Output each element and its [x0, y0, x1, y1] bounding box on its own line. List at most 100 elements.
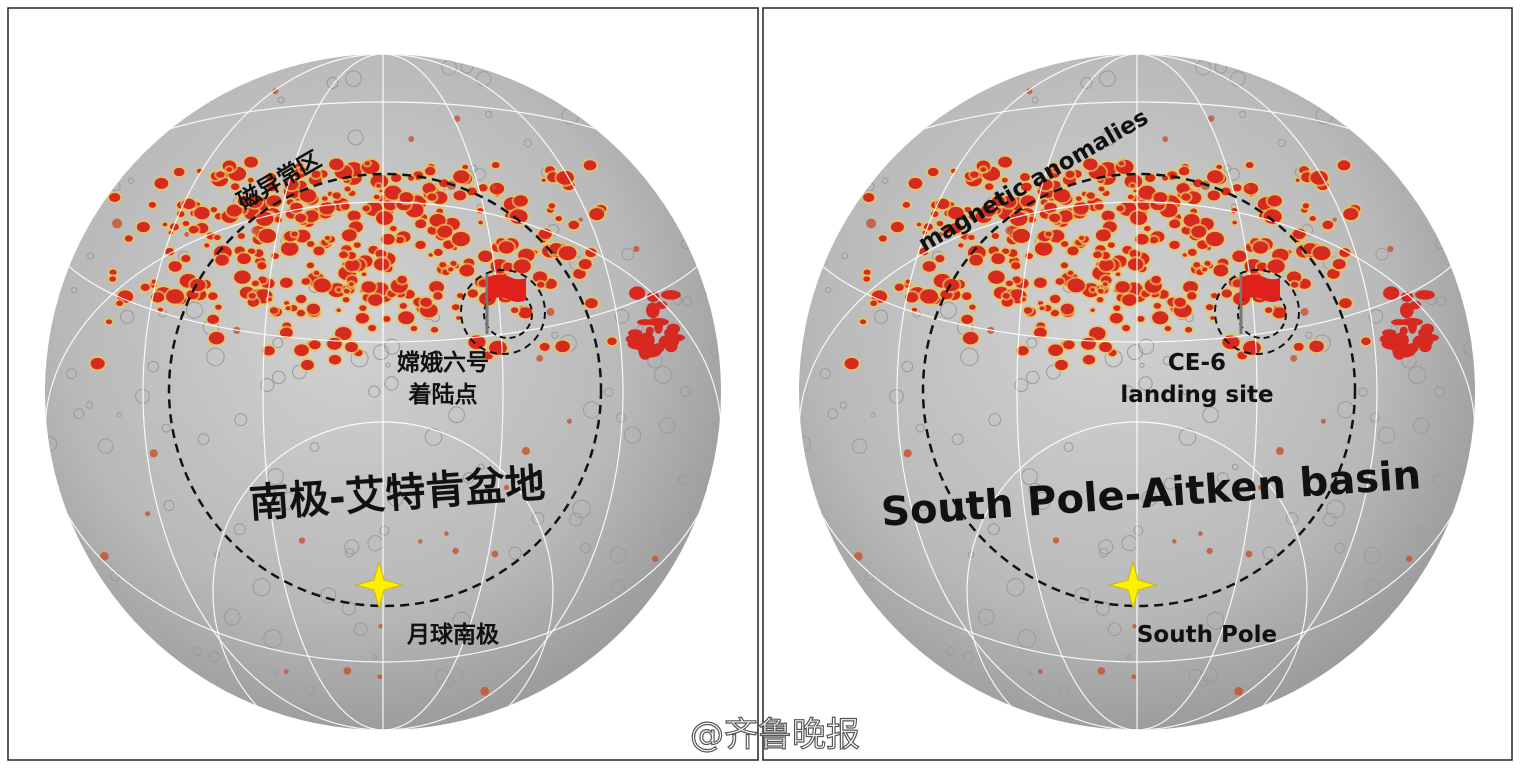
crater: [73, 408, 85, 420]
anomaly: [1129, 249, 1141, 259]
anomaly: [313, 278, 331, 293]
crater: [508, 546, 522, 560]
crater: [1162, 355, 1173, 366]
crater: [988, 413, 1002, 427]
crater: [1262, 546, 1276, 560]
anomaly: [428, 253, 434, 257]
anomaly: [395, 236, 405, 244]
anomaly-speck: [377, 674, 383, 680]
anomaly: [589, 208, 605, 221]
crater: [347, 129, 364, 146]
crater: [1206, 611, 1225, 630]
anomaly: [353, 242, 361, 248]
anomaly: [1130, 211, 1148, 225]
crater: [1415, 526, 1422, 533]
crater: [1285, 512, 1299, 525]
anomaly: [573, 268, 586, 279]
anomaly: [998, 156, 1013, 168]
anomaly: [1207, 170, 1224, 184]
anomaly: [1044, 202, 1057, 213]
anomaly: [1400, 291, 1414, 303]
crater: [267, 468, 284, 485]
anomaly: [190, 278, 206, 292]
graticule: [799, 101, 1475, 343]
anomaly: [168, 261, 182, 272]
anomaly: [1145, 173, 1156, 183]
anomaly-speck: [1026, 88, 1033, 95]
anomaly: [361, 272, 367, 277]
crater: [678, 474, 690, 486]
anomaly: [558, 246, 577, 261]
anomaly: [1067, 278, 1085, 293]
crater: [1277, 138, 1286, 148]
crater: [379, 525, 390, 536]
anomaly-speck: [1131, 674, 1137, 680]
anomaly: [207, 292, 218, 300]
anomaly: [1401, 317, 1423, 327]
anomaly: [1049, 213, 1061, 223]
anomaly: [607, 337, 617, 346]
anomaly: [1065, 170, 1075, 178]
anomaly: [1005, 280, 1013, 287]
anomaly: [90, 357, 105, 370]
anomaly: [991, 253, 1005, 265]
anomaly: [1021, 297, 1027, 302]
crater: [870, 412, 876, 418]
anomaly: [936, 198, 950, 210]
anomaly: [384, 185, 402, 200]
anomaly: [1113, 305, 1121, 312]
anomaly: [1115, 281, 1130, 293]
crater: [609, 546, 627, 564]
anomaly: [970, 171, 979, 178]
anomaly: [1415, 290, 1435, 300]
anomaly: [437, 225, 453, 238]
crater: [624, 426, 642, 444]
anomaly: [1332, 258, 1346, 270]
anomaly: [478, 250, 493, 263]
anomaly: [1152, 311, 1169, 325]
crater: [825, 286, 832, 294]
crater: [87, 252, 95, 260]
anomaly: [948, 206, 964, 220]
anomaly: [230, 183, 240, 191]
anomaly: [391, 173, 402, 183]
anomaly: [1033, 327, 1047, 338]
anomaly: [964, 206, 972, 213]
crater: [304, 685, 315, 696]
basin-outline: [167, 172, 603, 608]
crater: [1433, 386, 1445, 398]
anomaly: [647, 317, 669, 327]
anomaly: [936, 220, 944, 227]
crater: [116, 412, 122, 418]
anomaly: [1169, 240, 1180, 250]
anomaly: [1232, 220, 1237, 225]
anomaly: [1416, 333, 1439, 342]
crater: [679, 386, 691, 398]
anomaly: [422, 183, 436, 194]
crater: [1369, 412, 1381, 423]
crater: [1006, 578, 1025, 597]
anomaly: [1138, 185, 1156, 200]
landing-ring: [1214, 269, 1300, 355]
anomaly: [1339, 248, 1351, 258]
anomaly: [332, 192, 341, 199]
anomaly: [958, 243, 964, 248]
landing-ring: [460, 269, 546, 355]
crater: [477, 463, 485, 471]
anomaly: [902, 201, 911, 208]
anomaly: [1122, 324, 1131, 332]
anomaly: [429, 281, 445, 294]
crater: [915, 423, 925, 433]
crater: [851, 438, 868, 454]
anomaly: [1210, 316, 1215, 320]
anomaly: [327, 337, 342, 350]
anomaly: [408, 175, 415, 181]
anomaly-speck: [1290, 355, 1298, 362]
anomaly: [433, 248, 443, 256]
anomaly: [424, 166, 436, 176]
anomaly: [399, 192, 414, 204]
anomaly: [313, 246, 325, 256]
crater: [523, 138, 532, 148]
anomaly-speck: [1320, 418, 1326, 424]
crater: [385, 362, 391, 368]
